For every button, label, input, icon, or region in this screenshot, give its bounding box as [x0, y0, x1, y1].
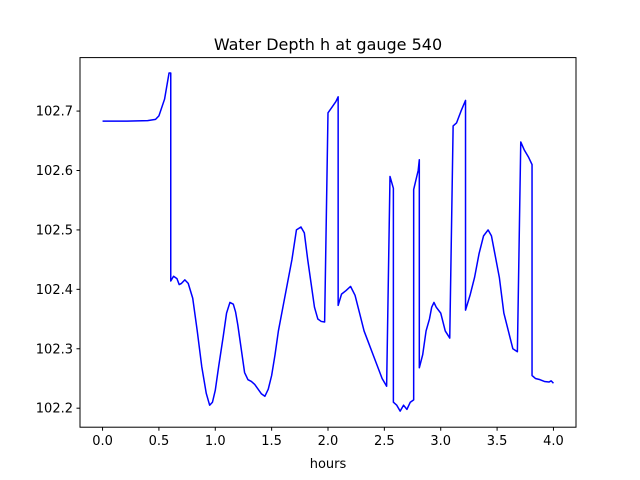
y-tick-label: 102.6: [36, 164, 73, 179]
series-line-0: [102, 72, 554, 412]
x-tick-label: 1.5: [261, 434, 282, 449]
y-axis-ticks: 102.2 102.3 102.4 102.5 102.6 102.7: [36, 105, 80, 417]
x-tick-label: 4.0: [543, 434, 564, 449]
x-axis-label: hours: [310, 457, 347, 472]
y-tick-label: 102.3: [36, 342, 73, 357]
x-tick-label: 2.5: [374, 434, 395, 449]
x-tick-label: 0.0: [92, 434, 113, 449]
x-tick-label: 3.5: [487, 434, 508, 449]
chart-title: Water Depth h at gauge 540: [214, 35, 442, 54]
axes-frame: [79, 57, 577, 428]
y-tick-label: 102.4: [36, 283, 73, 298]
y-tick-label: 102.2: [36, 402, 73, 417]
x-tick-label: 3.0: [430, 434, 451, 449]
x-tick-label: 1.0: [205, 434, 226, 449]
x-tick-label: 0.5: [149, 434, 170, 449]
plot-area: [102, 72, 554, 412]
x-axis-ticks: 0.0 0.5 1.0 1.5 2.0 2.5 3.0 3.5 4.0: [92, 427, 564, 449]
y-tick-label: 102.7: [36, 105, 73, 120]
x-tick-label: 2.0: [318, 434, 339, 449]
y-tick-label: 102.5: [36, 223, 73, 238]
